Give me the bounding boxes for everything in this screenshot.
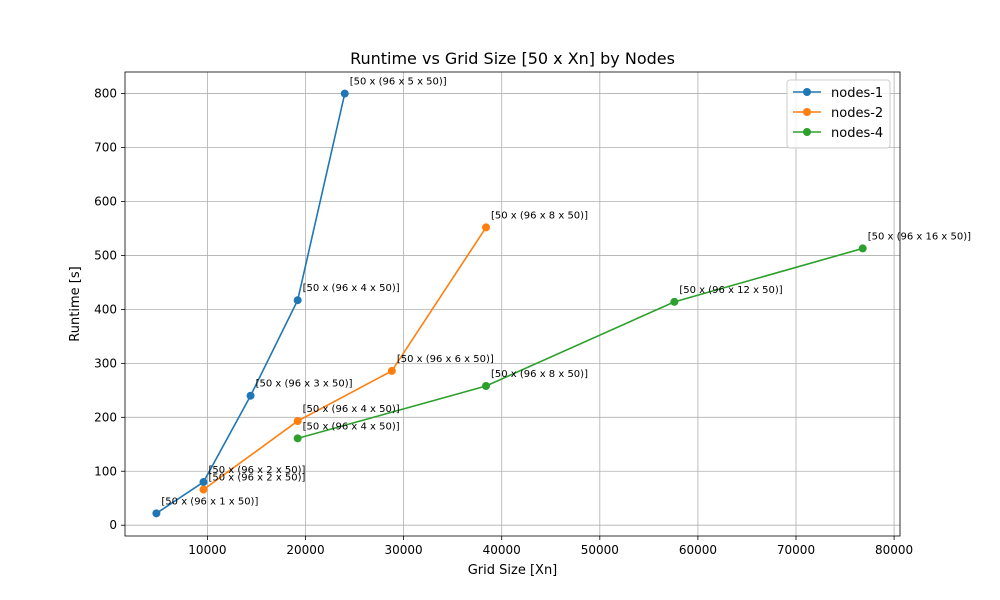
point-annotation: [50 x (96 x 2 x 50)] — [208, 473, 305, 484]
y-tick-label: 600 — [94, 194, 117, 208]
x-tick-label: 50000 — [581, 543, 619, 557]
y-tick-label: 700 — [94, 141, 117, 155]
x-axis-ticks: 10000 20000 30000 40000 50000 60000 70000 80000 — [188, 536, 913, 557]
y-axis-label: Runtime [s] — [68, 266, 83, 341]
data-point-nodes-2 — [482, 223, 491, 232]
series-layer — [152, 89, 867, 518]
point-annotation: [50 x (96 x 12 x 50)] — [679, 285, 782, 296]
legend-swatch-marker — [803, 108, 811, 116]
data-point-nodes-1 — [293, 296, 302, 305]
annotations: [50 x (96 x 1 x 50)] [50 x (96 x 2 x 50)]… — [161, 77, 971, 508]
legend-entry: nodes-4 — [831, 126, 883, 141]
x-tick-label: 60000 — [679, 543, 717, 557]
point-annotation: [50 x (96 x 6 x 50)] — [397, 354, 494, 365]
data-point-nodes-1 — [199, 478, 208, 487]
legend-box — [786, 79, 891, 149]
x-tick-label: 20000 — [286, 543, 324, 557]
point-annotation: [50 x (96 x 16 x 50)] — [868, 231, 971, 242]
point-annotation: [50 x (96 x 2 x 50)] — [208, 465, 305, 476]
data-point-nodes-2 — [293, 417, 302, 426]
data-point-nodes-1 — [152, 509, 161, 518]
y-axis-ticks: 0 100 200 300 400 500 600 700 800 — [94, 87, 125, 532]
point-annotation: [50 x (96 x 1 x 50)] — [161, 496, 258, 507]
y-tick-label: 500 — [94, 248, 117, 262]
plot-frame — [124, 71, 901, 537]
point-annotation: [50 x (96 x 8 x 50)] — [491, 369, 588, 380]
data-point-nodes-4 — [482, 382, 491, 391]
legend-swatch-marker — [803, 88, 811, 96]
data-point-nodes-4 — [858, 244, 867, 253]
point-annotation: [50 x (96 x 3 x 50)] — [256, 379, 353, 390]
grid — [125, 72, 900, 536]
point-annotation: [50 x (96 x 5 x 50)] — [350, 77, 447, 88]
series-line-nodes-4 — [297, 247, 863, 440]
data-point-nodes-1 — [340, 89, 349, 98]
x-tick-label: 40000 — [483, 543, 521, 557]
data-point-nodes-2 — [387, 366, 396, 375]
data-point-nodes-2 — [199, 485, 208, 494]
x-tick-label: 30000 — [385, 543, 423, 557]
point-annotation: [50 x (96 x 4 x 50)] — [303, 283, 400, 294]
data-point-nodes-4 — [670, 297, 679, 306]
point-annotation: [50 x (96 x 8 x 50)] — [491, 210, 588, 221]
point-annotation: [50 x (96 x 4 x 50)] — [303, 404, 400, 415]
legend: nodes-1 nodes-2 nodes-4 — [786, 79, 891, 149]
series-line-nodes-2 — [203, 226, 487, 491]
y-tick-label: 200 — [94, 410, 117, 424]
legend-entry: nodes-1 — [831, 86, 883, 101]
y-tick-label: 100 — [94, 464, 117, 478]
y-tick-label: 800 — [94, 87, 117, 101]
legend-entry: nodes-2 — [831, 106, 883, 121]
x-axis-label: Grid Size [Xn] — [468, 563, 558, 578]
point-annotation: [50 x (96 x 4 x 50)] — [303, 421, 400, 432]
y-tick-label: 400 — [94, 302, 117, 316]
data-point-nodes-1 — [246, 391, 255, 400]
x-tick-label: 10000 — [188, 543, 226, 557]
x-tick-label: 70000 — [777, 543, 815, 557]
x-tick-label: 80000 — [875, 543, 913, 557]
chart-title: Runtime vs Grid Size [50 x Xn] by Nodes — [350, 49, 675, 68]
y-tick-label: 0 — [109, 518, 117, 532]
data-point-nodes-4 — [293, 434, 302, 443]
y-tick-label: 300 — [94, 356, 117, 370]
legend-swatch-marker — [803, 128, 811, 136]
